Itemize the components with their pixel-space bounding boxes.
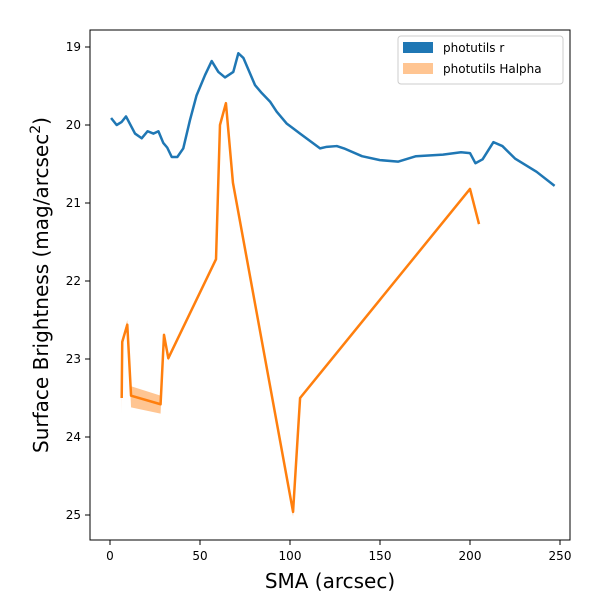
- x-tick-label: 50: [192, 549, 207, 563]
- legend-label-r: photutils r: [443, 41, 504, 55]
- x-axis-label: SMA (arcsec): [265, 569, 395, 593]
- x-tick-label: 150: [369, 549, 392, 563]
- legend: photutils r photutils Halpha: [397, 35, 564, 85]
- legend-swatch-r: [403, 42, 433, 53]
- y-axis-label: Surface Brightness (mag/arcsec2): [28, 117, 53, 453]
- legend-label-halpha: photutils Halpha: [443, 62, 542, 76]
- series-lines: [110, 51, 556, 514]
- x-tick-label: 0: [106, 549, 114, 563]
- y-tick-label: 21: [66, 196, 81, 210]
- x-tick-label: 100: [279, 549, 302, 563]
- y-tick-label: 19: [66, 40, 81, 54]
- y-tick-label: 24: [66, 430, 81, 444]
- y-axis-label-main: Surface Brightness (mag/arcsec: [29, 134, 53, 453]
- series-line-1: [120, 101, 481, 514]
- series-line-0: [110, 51, 556, 187]
- legend-swatch-halpha: [403, 63, 433, 74]
- y-axis-label-superscript: 2: [28, 125, 44, 134]
- y-tick-label: 22: [66, 274, 81, 288]
- y-tick-label: 23: [66, 352, 81, 366]
- y-tick-label: 20: [66, 118, 81, 132]
- legend-box: [397, 35, 564, 85]
- x-tick-label: 200: [459, 549, 482, 563]
- y-axis-ticks: 19 20 21 22 23 24 25: [66, 40, 90, 522]
- y-tick-label: 25: [66, 508, 81, 522]
- plot-frame: [89, 29, 571, 541]
- y-axis-label-suffix: ): [29, 117, 53, 125]
- x-axis-ticks: 0 50 100 150 200 250: [106, 540, 571, 563]
- x-tick-label: 250: [549, 549, 572, 563]
